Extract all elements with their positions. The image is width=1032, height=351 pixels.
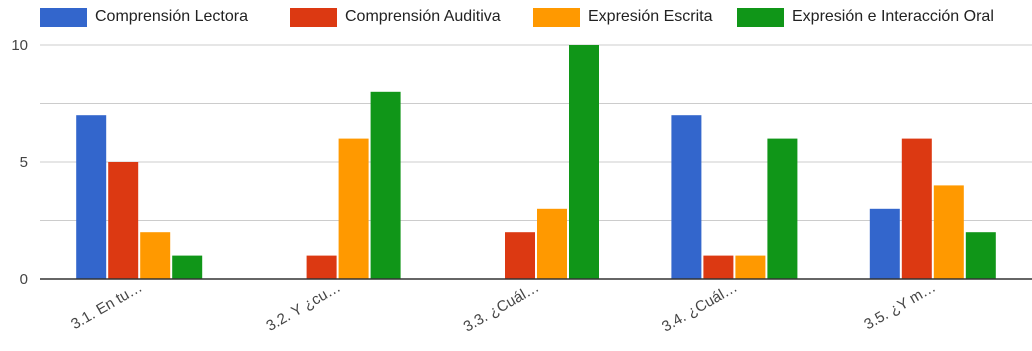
bar: [306, 255, 337, 279]
chart-legend: Comprensión Lectora Comprensión Auditiva…: [0, 0, 1032, 34]
x-tick-label: 3.1. En tu…: [68, 279, 145, 333]
bar: [569, 45, 599, 279]
bar: [370, 91, 401, 279]
y-axis-ticks: 0 5 10: [11, 37, 28, 288]
x-tick-label: 3.2. Y ¿cu…: [263, 279, 343, 335]
legend-swatch: [533, 7, 580, 27]
x-tick-label: 3.5. ¿Y m…: [861, 279, 939, 334]
legend-swatch: [40, 7, 87, 27]
bar: [671, 115, 702, 279]
bar: [869, 208, 900, 279]
legend-item-expresion-oral[interactable]: Expresión e Interacción Oral: [737, 6, 994, 28]
x-tick-label: 3.4. ¿Cuál…: [659, 279, 740, 336]
bar: [735, 255, 766, 279]
bar: [965, 232, 996, 279]
bar: [505, 232, 535, 279]
bar: [140, 232, 171, 279]
x-axis-labels: 3.1. En tu… 3.2. Y ¿cu… 3.3. ¿Cuál… 3.4. ¿C…: [68, 279, 939, 336]
legend-item-comprension-auditiva[interactable]: Comprensión Auditiva: [290, 6, 501, 28]
x-tick-label: 3.3. ¿Cuál…: [461, 279, 542, 336]
legend-label: Expresión e Interacción Oral: [792, 8, 994, 25]
bar: [703, 255, 734, 279]
legend-label: Expresión Escrita: [588, 8, 713, 25]
y-tick-label: 0: [20, 271, 28, 288]
legend-item-comprension-lectora[interactable]: Comprensión Lectora: [40, 6, 248, 28]
bar: [537, 208, 567, 279]
bar: [76, 115, 107, 279]
legend-swatch: [290, 7, 337, 27]
bar: [338, 138, 369, 279]
legend-label: Comprensión Lectora: [95, 8, 248, 25]
legend-item-expresion-escrita[interactable]: Expresión Escrita: [533, 6, 713, 28]
bar: [108, 162, 139, 279]
y-tick-label: 10: [11, 37, 28, 54]
legend-label: Comprensión Auditiva: [345, 8, 501, 25]
legend-swatch: [737, 7, 784, 27]
y-tick-label: 5: [20, 154, 28, 171]
bar: [767, 138, 798, 279]
bars: [76, 45, 996, 279]
bar: [901, 138, 932, 279]
bar: [933, 185, 964, 279]
bar: [172, 255, 203, 279]
